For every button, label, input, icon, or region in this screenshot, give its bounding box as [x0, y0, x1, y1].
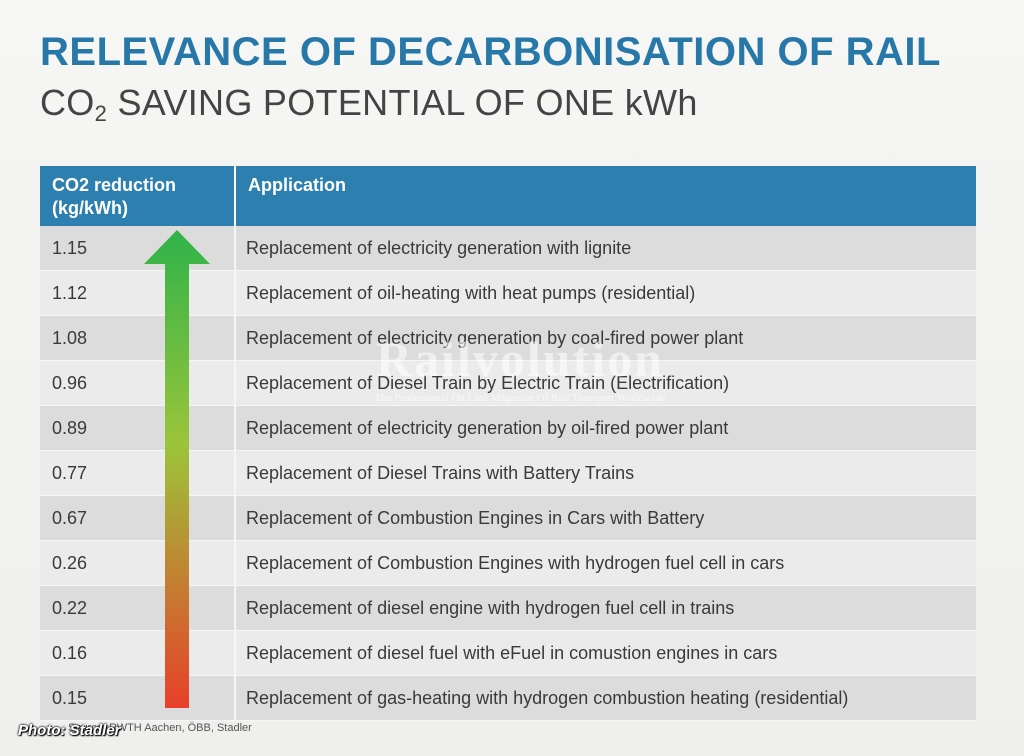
- application-cell: Replacement of Combustion Engines in Car…: [246, 507, 705, 528]
- co2-value-cell: 0.22: [40, 586, 236, 630]
- application-cell: Replacement of electricity generation wi…: [246, 237, 632, 258]
- table-row: 0.89 Replacement of electricity generatio…: [40, 406, 976, 451]
- table-row: 0.96 Replacement of Diesel Train by Elect…: [40, 361, 976, 406]
- co2-value-cell: 0.26: [40, 541, 236, 585]
- page-subtitle: CO2 SAVING POTENTIAL OF ONE kWh: [40, 82, 698, 127]
- table-row: 0.15 Replacement of gas-heating with hydr…: [40, 676, 976, 721]
- table-row: 1.15 Replacement of electricity generatio…: [40, 226, 976, 271]
- table-row: 0.77 Replacement of Diesel Trains with Ba…: [40, 451, 976, 496]
- header-co2-reduction: CO2 reduction (kg/kWh): [40, 166, 236, 226]
- table-row: 0.26 Replacement of Combustion Engines wi…: [40, 541, 976, 586]
- co2-value-cell: 0.67: [40, 496, 236, 540]
- application-cell: Replacement of Combustion Engines with h…: [246, 552, 785, 573]
- application-cell: Replacement of electricity generation by…: [246, 417, 729, 438]
- application-cell: Replacement of diesel fuel with eFuel in…: [246, 642, 778, 663]
- photo-credit: Photo: Stadler: [18, 722, 121, 739]
- table-row: 0.16 Replacement of diesel fuel with eFue…: [40, 631, 976, 676]
- co2-value-cell: 0.16: [40, 631, 236, 675]
- co2-value-cell: 0.89: [40, 406, 236, 450]
- header-application: Application: [248, 175, 346, 195]
- source-note: Source: RWTH Aachen, ÖBB, Stadler: [68, 722, 252, 734]
- table-body: 1.15 Replacement of electricity generatio…: [40, 226, 976, 721]
- co2-value-cell: 1.08: [40, 316, 236, 360]
- subtitle-pre: CO: [40, 82, 95, 123]
- page-title: RELEVANCE OF DECARBONISATION OF RAIL: [40, 30, 941, 74]
- header-co2-line1: CO2 reduction: [52, 175, 177, 195]
- table-row: 1.08 Replacement of electricity generatio…: [40, 316, 976, 361]
- subtitle-subscript: 2: [94, 101, 108, 126]
- table-row: 0.67 Replacement of Combustion Engines in…: [40, 496, 976, 541]
- table-row: 1.12 Replacement of oil-heating with heat…: [40, 271, 976, 316]
- co2-value-cell: 0.15: [40, 676, 236, 720]
- table-row: 0.22 Replacement of diesel engine with hy…: [40, 586, 976, 631]
- co2-table: CO2 reduction (kg/kWh) Application 1.15 R…: [40, 166, 976, 721]
- table-header: CO2 reduction (kg/kWh) Application: [40, 166, 976, 226]
- header-co2-line2: (kg/kWh): [52, 198, 128, 218]
- application-cell: Replacement of Diesel Train by Electric …: [246, 372, 730, 393]
- application-cell: Replacement of diesel engine with hydrog…: [246, 597, 735, 618]
- application-cell: Replacement of oil-heating with heat pum…: [246, 282, 696, 303]
- subtitle-post: SAVING POTENTIAL OF ONE kWh: [107, 82, 698, 123]
- co2-value-cell: 0.96: [40, 361, 236, 405]
- co2-value-cell: 0.77: [40, 451, 236, 495]
- co2-value-cell: 1.12: [40, 271, 236, 315]
- application-cell: Replacement of Diesel Trains with Batter…: [246, 462, 635, 483]
- application-cell: Replacement of electricity generation by…: [246, 327, 744, 348]
- co2-value-cell: 1.15: [40, 226, 236, 270]
- application-cell: Replacement of gas-heating with hydrogen…: [246, 687, 849, 708]
